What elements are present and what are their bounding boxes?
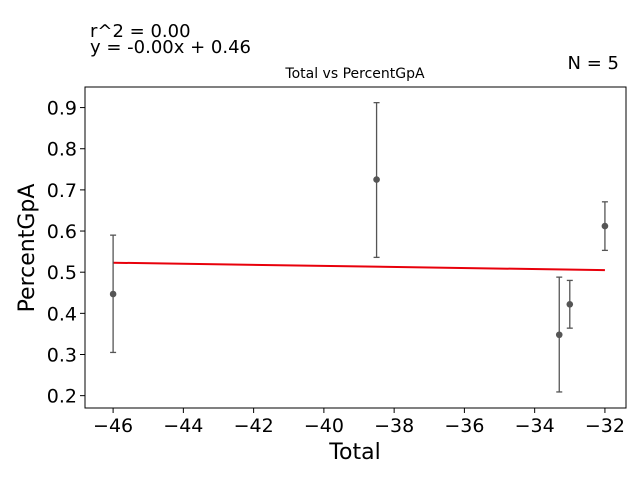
- plot-area: −46 −44 −42 −40 −38 −36 −34 −32 0.2 0.3 0.4 0.5 0.6 0…: [47, 86, 627, 437]
- data-point-0: [109, 290, 117, 298]
- x-tick-label-0: −46: [93, 415, 133, 437]
- y-tick-label-0: 0.2: [47, 386, 77, 408]
- y-tick-label-6: 0.8: [47, 139, 77, 161]
- x-tick-label-3: −40: [304, 415, 344, 437]
- axes-frame: [84, 86, 627, 409]
- y-tick-label-2: 0.4: [47, 303, 77, 325]
- chart-title: Total vs PercentGpA: [284, 66, 425, 82]
- fit-equation-annotation: y = -0.00x + 0.46: [90, 37, 251, 58]
- data-point-4: [601, 222, 609, 230]
- x-tick-label-5: −36: [444, 415, 484, 437]
- data-point-2: [555, 331, 563, 339]
- data-point-3: [566, 300, 574, 308]
- data-point-1: [373, 176, 380, 183]
- r-squared-annotation: r^2 = 0.00: [90, 21, 191, 42]
- y-tick-label-1: 0.3: [47, 345, 77, 367]
- x-axis-label: Total: [328, 440, 380, 465]
- x-tick-label-1: −44: [163, 415, 203, 437]
- x-tick-label-4: −38: [374, 415, 414, 437]
- x-tick-label-7: −32: [585, 415, 625, 437]
- y-tick-label-3: 0.5: [47, 262, 77, 284]
- y-axis-label: PercentGpA: [15, 184, 40, 313]
- x-tick-label-6: −34: [515, 415, 555, 437]
- y-tick-label-4: 0.6: [47, 221, 77, 243]
- y-tick-label-7: 0.9: [47, 98, 77, 120]
- x-tick-label-2: −42: [234, 415, 274, 437]
- y-tick-label-5: 0.7: [47, 180, 77, 202]
- sample-size-annotation: N = 5: [568, 53, 619, 74]
- fit-line: [113, 261, 605, 272]
